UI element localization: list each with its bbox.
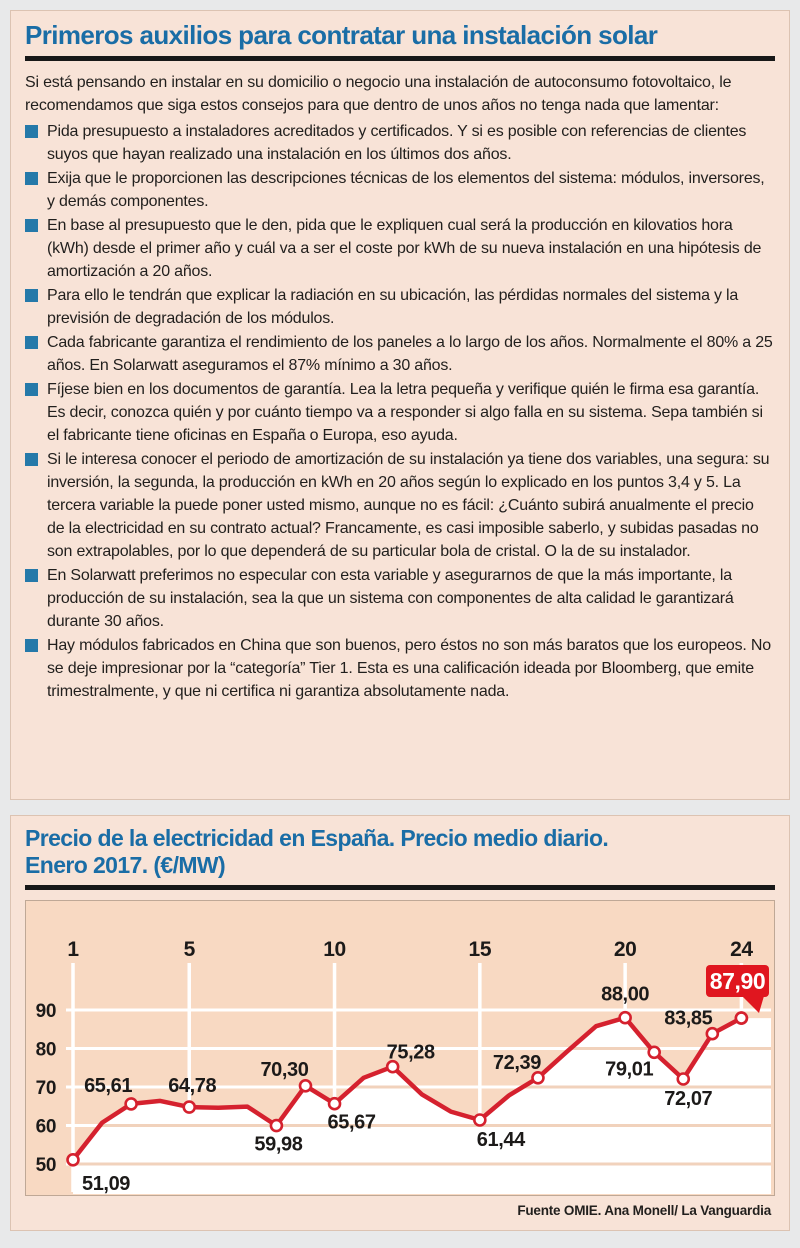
x-tick-label: 20 [614,938,637,961]
value-label: 72,07 [664,1088,712,1110]
highlight-badge: 87,90 [706,965,769,1013]
bullet-square-icon [25,453,38,466]
data-point-marker [705,1026,720,1041]
x-tick-label: 15 [469,938,492,961]
bullet-item: Fíjese bien en los documentos de garantí… [25,378,775,447]
data-point-marker [531,1071,545,1085]
x-tick-label: 1 [67,938,79,961]
data-point-marker [66,1152,80,1167]
title-rule [25,885,775,890]
badge-rect [706,965,769,997]
value-label: 88,00 [601,984,649,1006]
bullet-text: Fíjese bien en los documentos de garantí… [47,381,763,444]
value-label: 70,30 [260,1059,308,1081]
bullet-item: Pida presupuesto a instaladores acredita… [25,120,775,166]
value-label: 51,09 [82,1173,130,1195]
value-label: 65,61 [84,1075,132,1097]
value-label: 83,85 [664,1008,712,1030]
value-label: 65,67 [328,1112,376,1134]
bullet-text: Para ello le tendrán que explicar la rad… [47,287,739,327]
x-tick-label: 5 [184,938,196,961]
source-credit: Fuente OMIE. Ana Monell/ La Vanguardia [517,1203,771,1218]
under-line-area [73,1017,771,1194]
bullet-text: Cada fabricante garantiza el rendimiento… [47,334,773,374]
data-point-marker [676,1072,691,1086]
bullet-square-icon [25,383,38,396]
solar-tips-title: Primeros auxilios para contratar una ins… [25,20,658,50]
value-label: 59,98 [254,1134,302,1156]
bullet-square-icon [25,172,38,185]
bullet-item: Exija que le proporcionen las descripcio… [25,167,775,213]
data-point-marker [647,1045,662,1060]
card-solar-tips: Primeros auxilios para contratar una ins… [10,10,790,800]
data-point-marker [269,1118,284,1133]
badge-value-label: 87,90 [710,968,766,994]
chart-title-line1: Precio de la electricidad en España. Pre… [25,825,609,851]
card-electricity-chart: Precio de la electricidad en España. Pre… [10,815,790,1231]
y-tick-label: 70 [36,1078,56,1099]
chart-title-line2: Enero 2017. (€/MW) [25,852,226,878]
y-tick-label: 90 [36,1001,56,1022]
value-label: 61,44 [477,1129,526,1151]
bullet-text: En base al presupuesto que le den, pida … [47,217,762,280]
x-tick-label: 24 [730,938,753,961]
bullet-square-icon [25,219,38,232]
bullet-item: Si le interesa conocer el periodo de amo… [25,448,775,563]
y-tick-label: 80 [36,1040,56,1061]
bullet-text: Si le interesa conocer el periodo de amo… [47,451,770,560]
bullet-item: En base al presupuesto que le den, pida … [25,214,775,283]
y-tick-label: 60 [36,1117,56,1138]
bullet-square-icon [25,336,38,349]
bullet-list: Pida presupuesto a instaladores acredita… [25,120,775,703]
bullet-item: Para ello le tendrán que explicar la rad… [25,284,775,330]
bullet-text: Hay módulos fabricados en China que son … [47,637,771,700]
data-point-marker [182,1100,197,1114]
bullet-square-icon [25,289,38,302]
bullet-square-icon [25,125,38,138]
bullet-text: Pida presupuesto a instaladores acredita… [47,123,747,163]
title-rule [25,56,775,61]
data-point-marker [618,1010,632,1025]
bullet-item: Cada fabricante garantiza el rendimiento… [25,331,775,377]
data-point-marker [327,1096,342,1111]
bullet-square-icon [25,639,38,652]
value-label: 72,39 [493,1052,541,1074]
badge-tail [742,996,764,1013]
data-point-marker [298,1079,313,1093]
data-point-marker [124,1097,138,1111]
chart-panel: 1 5 10 15 20 24 90 80 70 60 50 51,09 65,61 64,78 59,98… [25,900,775,1196]
value-label: 79,01 [605,1058,653,1080]
bullet-text: En Solarwatt preferimos no especular con… [47,567,734,630]
value-label: 75,28 [387,1042,435,1064]
bullet-square-icon [25,569,38,582]
intro-paragraph: Si está pensando en instalar en su domic… [25,74,732,114]
data-point-marker [734,1011,749,1025]
bullet-item: Hay módulos fabricados en China que son … [25,634,775,703]
y-tick-label: 50 [36,1155,56,1176]
x-tick-label: 10 [323,938,346,961]
data-point-marker [473,1113,487,1127]
bullet-text: Exija que le proporcionen las descripcio… [47,170,765,210]
data-point-marker [385,1059,400,1074]
bullet-item: En Solarwatt preferimos no especular con… [25,564,775,633]
value-label: 64,78 [168,1075,216,1097]
